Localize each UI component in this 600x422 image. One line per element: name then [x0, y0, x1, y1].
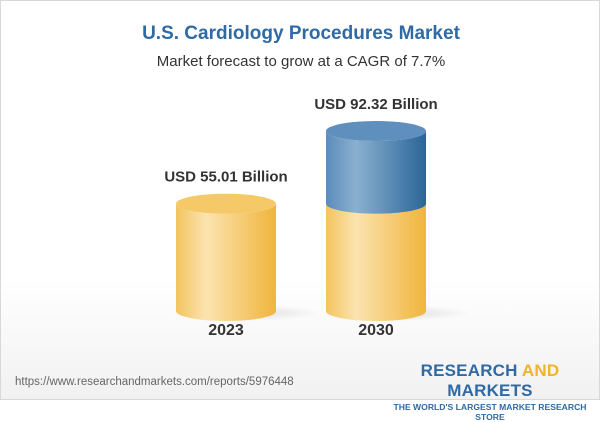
- data-label: USD 55.01 Billion: [164, 169, 287, 186]
- brand-logo: RESEARCH AND MARKETS THE WORLD'S LARGEST…: [393, 361, 587, 422]
- bar-2030-base: [326, 203, 426, 321]
- chart-title: U.S. Cardiology Procedures Market: [142, 23, 460, 44]
- source-url[interactable]: https://www.researchandmarkets.com/repor…: [15, 376, 294, 388]
- category-label: 2030: [358, 322, 394, 339]
- category-label: 2023: [208, 322, 244, 339]
- chart-plot: USD 55.01 Billion 2023 USD 92.32 Billion 20…: [164, 96, 471, 339]
- data-label: USD 92.32 Billion: [314, 96, 437, 113]
- bar-2023-base: [176, 203, 276, 321]
- chart-subtitle: Market forecast to grow at a CAGR of 7.7…: [156, 53, 446, 70]
- bar-2030-growth: [326, 131, 426, 214]
- bar-2023-base-top: [176, 193, 276, 214]
- bar-2030-growth-top: [326, 121, 426, 141]
